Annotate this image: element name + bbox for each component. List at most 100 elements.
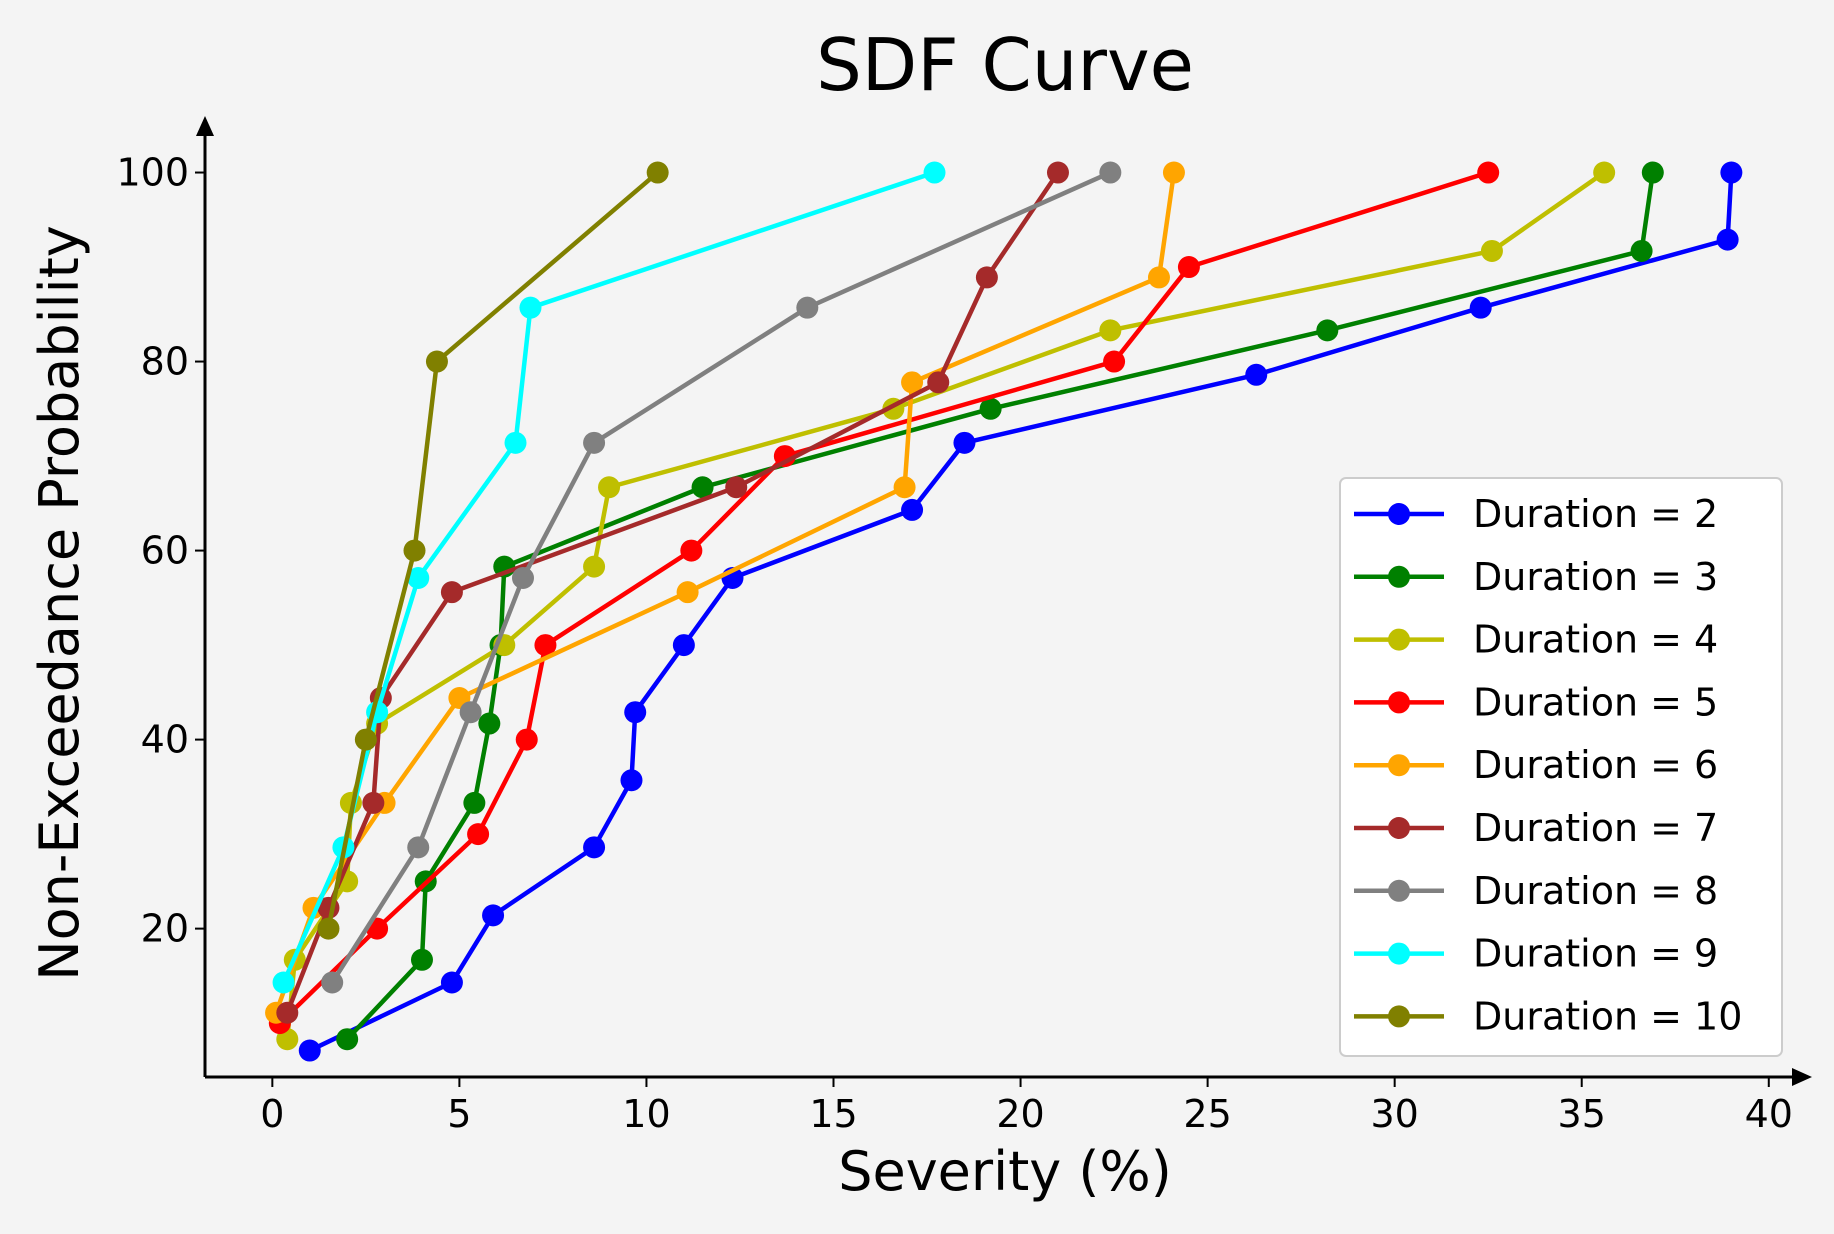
series-1 — [298, 161, 1743, 1062]
legend-item: Duration = 6 — [1354, 743, 1718, 787]
chart-title: SDF Curve — [816, 23, 1194, 107]
data-point — [901, 498, 924, 521]
data-point — [1716, 228, 1739, 251]
x-tick-label: 35 — [1558, 1092, 1606, 1136]
series-line — [345, 172, 1656, 1041]
data-point — [1480, 239, 1503, 262]
data-point — [901, 371, 924, 394]
legend-label: Duration = 8 — [1473, 869, 1718, 913]
x-tick-label: 15 — [809, 1092, 857, 1136]
data-point — [362, 791, 385, 814]
data-point — [1099, 319, 1122, 342]
legend-label: Duration = 10 — [1473, 994, 1742, 1038]
data-point — [691, 476, 714, 499]
data-point — [893, 476, 916, 499]
data-point — [317, 917, 340, 940]
data-point — [407, 836, 430, 859]
series-layer — [265, 161, 1743, 1062]
y-tick-label: 40 — [141, 718, 189, 762]
data-point — [272, 971, 295, 994]
series-7 — [321, 161, 1122, 994]
data-point — [624, 701, 647, 724]
data-point — [321, 971, 344, 994]
legend-marker — [1388, 942, 1410, 965]
data-point — [975, 266, 998, 289]
legend-item: Duration = 8 — [1354, 869, 1718, 913]
data-point — [403, 539, 426, 562]
series-line — [278, 170, 1489, 1025]
data-point — [336, 1028, 359, 1051]
legend-marker — [1388, 628, 1410, 651]
data-point — [598, 476, 621, 499]
legend-label: Duration = 2 — [1473, 492, 1718, 536]
legend-label: Duration = 4 — [1473, 618, 1718, 662]
legend-label: Duration = 3 — [1473, 555, 1718, 599]
data-point — [463, 791, 486, 814]
x-tick-label: 0 — [260, 1092, 284, 1136]
x-tick-label: 10 — [622, 1092, 670, 1136]
data-point — [1593, 161, 1616, 184]
data-point — [923, 161, 946, 184]
data-point — [583, 555, 606, 578]
data-point — [725, 476, 748, 499]
data-point — [1103, 350, 1126, 373]
data-point — [620, 769, 643, 792]
data-point — [1316, 319, 1339, 342]
legend-label: Duration = 9 — [1473, 932, 1718, 976]
data-point — [1630, 239, 1653, 262]
legend-item: Duration = 3 — [1354, 555, 1718, 599]
legend-marker — [1388, 879, 1410, 902]
data-point — [979, 397, 1002, 420]
data-point — [534, 634, 557, 657]
y-axis-arrow — [196, 116, 214, 136]
legend-box — [1339, 477, 1783, 1057]
data-point — [1477, 161, 1500, 184]
data-point — [504, 431, 527, 454]
legend-marker — [1388, 565, 1410, 588]
legend-label: Duration = 7 — [1473, 806, 1718, 850]
data-point — [1177, 256, 1200, 279]
x-tick-label: 20 — [996, 1092, 1044, 1136]
legend-item: Duration = 10 — [1354, 994, 1742, 1038]
data-point — [407, 566, 430, 589]
x-tick-label: 30 — [1370, 1092, 1418, 1136]
y-tick-label: 20 — [141, 907, 189, 951]
y-tick-label: 60 — [141, 529, 189, 573]
data-point — [425, 350, 448, 373]
data-point — [1147, 266, 1170, 289]
data-point — [276, 1001, 299, 1024]
x-axis-label: Severity (%) — [838, 1140, 1172, 1203]
legend-marker — [1388, 754, 1410, 777]
legend: Duration = 2 Duration = 3 Duration = 4 Dura… — [1339, 477, 1783, 1057]
data-point — [646, 161, 669, 184]
axes: 0 5 10 15 20 25 30 35 40 20 40 60 80 100 — [116, 116, 1812, 1136]
legend-label: Duration = 5 — [1473, 680, 1718, 724]
data-point — [1099, 161, 1122, 184]
legend-item: Duration = 4 — [1354, 618, 1718, 662]
legend-label: Duration = 6 — [1473, 743, 1718, 787]
data-point — [482, 904, 505, 927]
data-point — [410, 948, 433, 971]
legend-item: Duration = 5 — [1354, 680, 1718, 724]
legend-marker — [1388, 503, 1410, 525]
data-point — [672, 634, 695, 657]
y-axis-label: Non-Exceedance Probability — [28, 225, 91, 981]
x-axis-arrow — [1792, 1068, 1812, 1086]
series-line — [308, 172, 1734, 1053]
legend-item: Duration = 9 — [1354, 932, 1718, 976]
y-tick-label: 80 — [141, 340, 189, 384]
data-point — [478, 712, 501, 735]
data-point — [1720, 161, 1743, 184]
x-tick-label: 40 — [1745, 1092, 1793, 1136]
data-point — [676, 581, 699, 604]
legend-marker — [1388, 817, 1410, 839]
data-point — [796, 296, 819, 319]
series-9 — [317, 161, 669, 940]
data-point — [1469, 296, 1492, 319]
legend-marker — [1388, 691, 1410, 714]
data-point — [467, 823, 490, 846]
legend-item: Duration = 7 — [1354, 806, 1718, 850]
data-point — [354, 728, 377, 751]
series-line — [285, 170, 1606, 1040]
